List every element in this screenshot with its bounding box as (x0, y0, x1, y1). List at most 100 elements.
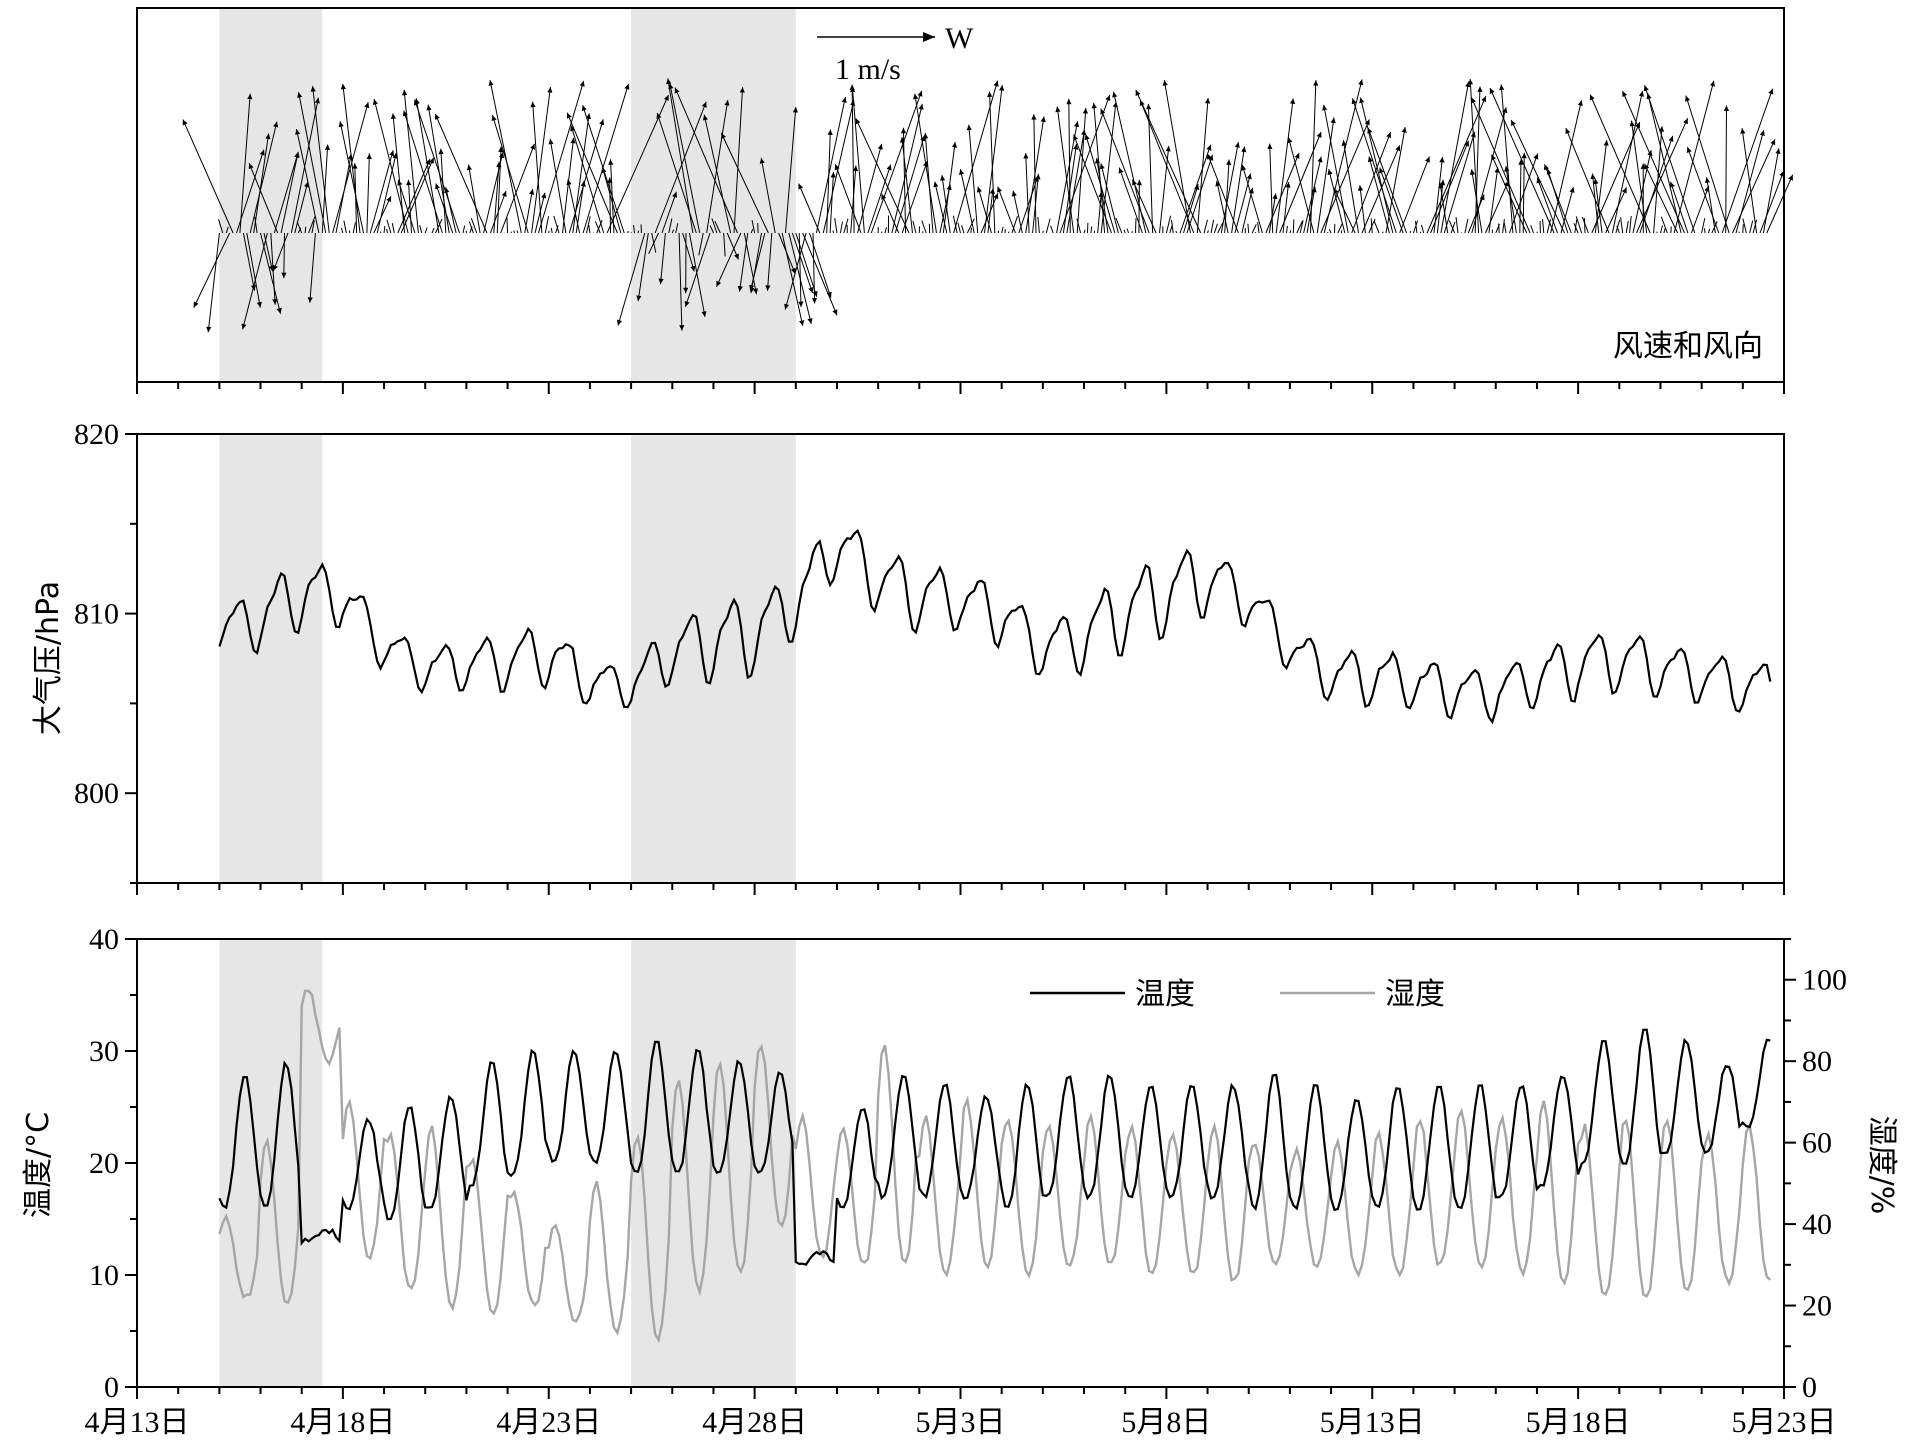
wind-vector-head (1593, 178, 1599, 185)
wind-vector-head (498, 146, 504, 153)
wind-vector-head (1503, 180, 1509, 187)
wind-vector-head (997, 186, 1002, 193)
wind-vector-head (273, 121, 279, 128)
wind-vector-head (855, 118, 861, 125)
wind-vector (342, 83, 361, 234)
wind-vector-head (798, 183, 804, 190)
wind-vector (435, 183, 454, 234)
wind-vector (1337, 222, 1343, 234)
wind-vector (1611, 90, 1643, 234)
pressure-y-axis-label: 大气压/hPa (31, 581, 66, 735)
wind-vector (1292, 219, 1295, 234)
wind-vector-head (1467, 79, 1474, 85)
wind-vector (1701, 218, 1706, 234)
wind-vector (855, 118, 910, 234)
wind-vector-head (807, 318, 813, 324)
wind-vector (332, 102, 369, 234)
wind-vector (671, 229, 675, 234)
wind-vector (1436, 179, 1444, 234)
wind-vector (980, 193, 999, 234)
wind-vector (1100, 163, 1119, 234)
wind-vector (193, 232, 231, 308)
wind-vector (977, 186, 992, 234)
wind-vector (1096, 157, 1109, 234)
wind-vector-head (993, 193, 999, 200)
wind-vector (966, 218, 975, 234)
wind-vector (1351, 131, 1392, 234)
wind-vector-head (658, 278, 664, 285)
wind-vector-head (1074, 121, 1080, 128)
humidity-y-ticks: 0 20 40 60 80 100 (1784, 938, 1847, 1404)
x-tick-label: 5月18日 (1526, 1406, 1631, 1439)
wind-vector (1220, 142, 1239, 234)
temperature-series-line (218, 1028, 1771, 1266)
wind-vector (1328, 229, 1332, 234)
wind-vector (857, 143, 883, 234)
wind-vector-head (1494, 167, 1500, 173)
wind-vector (376, 152, 397, 234)
x-tick-label: 5月8日 (1121, 1406, 1211, 1439)
legend: 温度 湿度 (1030, 977, 1445, 1012)
wind-vector-head (1136, 179, 1142, 186)
wind-vector (1647, 93, 1682, 234)
wind-vector-head (529, 189, 535, 195)
wind-vector (270, 232, 276, 305)
wind-vector-head (435, 183, 440, 190)
wind-vector-head (724, 99, 730, 106)
wind-vector-head (248, 163, 254, 170)
wind-vector (914, 93, 937, 234)
wind-vector (1685, 95, 1730, 234)
wind-vector (1385, 127, 1406, 234)
wind-vector (968, 124, 979, 234)
wind-vector (1100, 108, 1150, 234)
wind-vector-head (541, 192, 547, 199)
wind-vector (1703, 228, 1706, 234)
wind-vector-head (608, 159, 614, 165)
wind-vector (785, 106, 797, 234)
wind-vector (555, 225, 559, 234)
wind-vector (812, 232, 816, 304)
wind-vector (1025, 153, 1030, 234)
wind-vector (516, 230, 519, 234)
wind-vector (822, 100, 855, 234)
wind-vector (601, 166, 622, 234)
wind-vector (1752, 219, 1758, 234)
wind-vector-head (1135, 90, 1141, 96)
wind-vector (500, 143, 535, 234)
wind-vector (839, 221, 843, 234)
wind-vector (798, 183, 821, 234)
wind-vector (1373, 220, 1380, 234)
wind-vector-head (1367, 127, 1373, 134)
wind-vector-head (923, 133, 929, 139)
wind-vector (1474, 86, 1481, 234)
wind-vector (633, 225, 635, 234)
wind-vector (586, 216, 591, 234)
wind-vector-head (364, 102, 370, 109)
wind-vector (1370, 218, 1373, 234)
wind-vector (1352, 98, 1397, 234)
wind-vector-head (1710, 80, 1715, 87)
wind-vector-head (830, 172, 836, 178)
wind-vector (1012, 190, 1023, 234)
wind-vector (386, 228, 388, 234)
temperature-y-ticks: 0 10 20 30 40 (89, 923, 137, 1404)
wind-vector (1316, 117, 1335, 234)
wind-vector (656, 112, 697, 234)
wind-vector-head (530, 101, 536, 108)
wind-vector (1286, 225, 1288, 234)
wind-vector-head (679, 325, 685, 331)
wind-vector-head (1040, 116, 1046, 123)
wind-vector-head (1401, 127, 1407, 133)
wind-vector-head (832, 309, 838, 316)
wind-vector-head (739, 87, 745, 93)
wind-vector-head (1316, 132, 1322, 138)
shaded-period (219, 435, 323, 882)
wind-vector-head (684, 300, 690, 307)
wind-vector (1056, 106, 1075, 234)
wind-vector-head (570, 137, 576, 144)
wind-vector-head (1031, 114, 1037, 120)
wind-vector (714, 220, 721, 234)
legend-label-humidity: 湿度 (1385, 977, 1445, 1012)
wind-vector-head (1066, 98, 1072, 105)
wind-vector (1485, 180, 1509, 234)
